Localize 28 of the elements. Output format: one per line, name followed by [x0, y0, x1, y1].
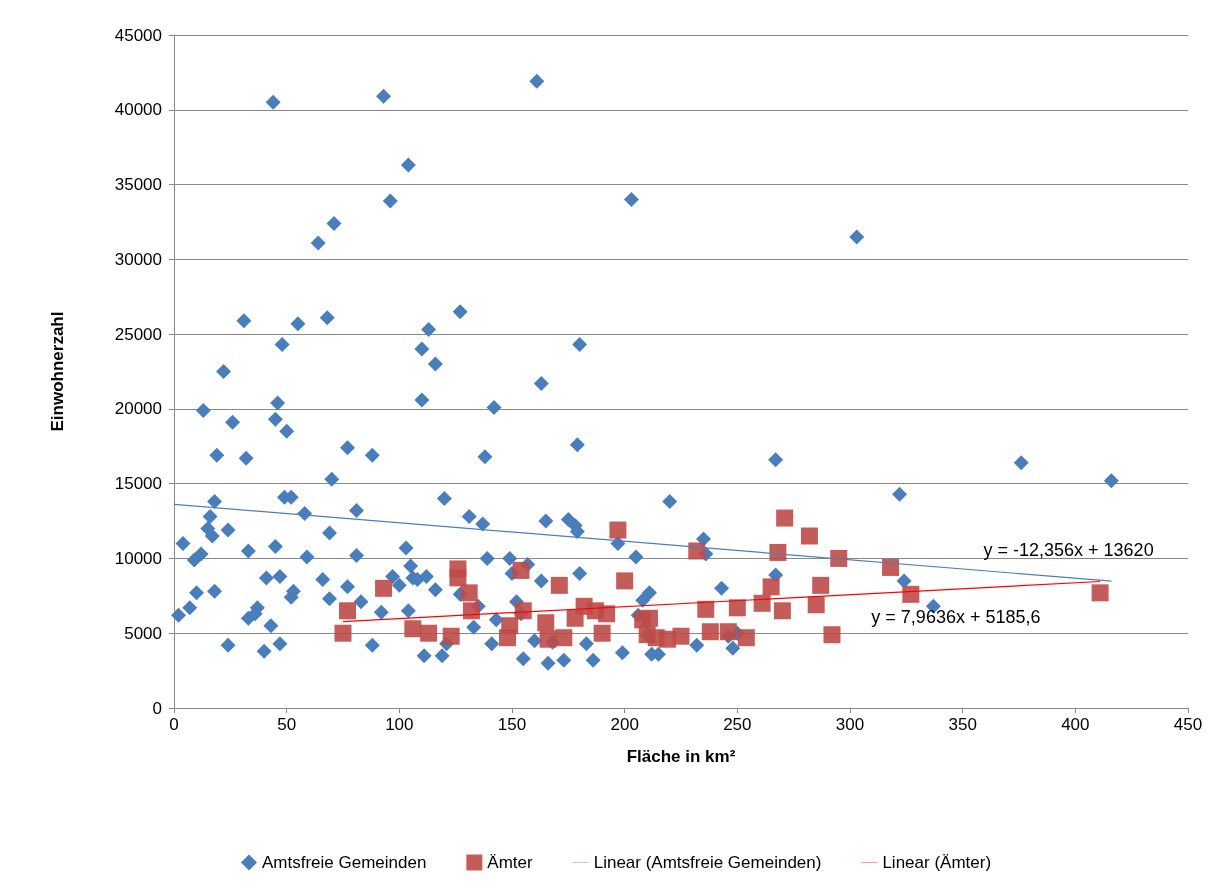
- x-tick-label: 450: [1173, 715, 1203, 734]
- y-tick-label: 30000: [114, 249, 162, 269]
- legend-label: Amtsfreie Gemeinden: [261, 853, 427, 872]
- x-tick-label: 250: [723, 715, 752, 734]
- annotation: y = -12,356x + 13620: [983, 539, 1154, 560]
- y-tick-label: 10000: [114, 548, 162, 568]
- x-tick-label: 400: [1061, 715, 1090, 734]
- x-tick-label: 100: [385, 715, 414, 734]
- x-tick-label: 200: [610, 715, 639, 734]
- legend-label: Linear (Amtsfreie Gemeinden): [593, 853, 822, 872]
- y-tick-label: 40000: [114, 100, 162, 120]
- x-tick-label: 150: [497, 715, 527, 734]
- y-tick-label: 45000: [114, 25, 162, 45]
- y-axis-title: Einwohnerzahl: [48, 311, 67, 432]
- y-tick-label: 35000: [114, 175, 162, 195]
- legend-label: Ämter: [487, 853, 534, 872]
- x-axis-title: Fläche in km²: [626, 747, 736, 766]
- x-tick-label: 350: [948, 715, 977, 734]
- y-tick-label: 20000: [114, 399, 162, 419]
- y-tick-label: 25000: [114, 324, 162, 344]
- y-tick-label: 0: [152, 698, 162, 718]
- y-tick-label: 5000: [124, 623, 162, 643]
- x-tick-label: 0: [169, 715, 179, 734]
- x-tick-label: 50: [277, 715, 297, 734]
- x-tick-label: 300: [835, 715, 865, 734]
- legend-label: Linear (Ämter): [882, 853, 992, 872]
- annotation: y = 7,9636x + 5185,6: [871, 607, 1041, 628]
- y-tick-label: 15000: [114, 474, 162, 494]
